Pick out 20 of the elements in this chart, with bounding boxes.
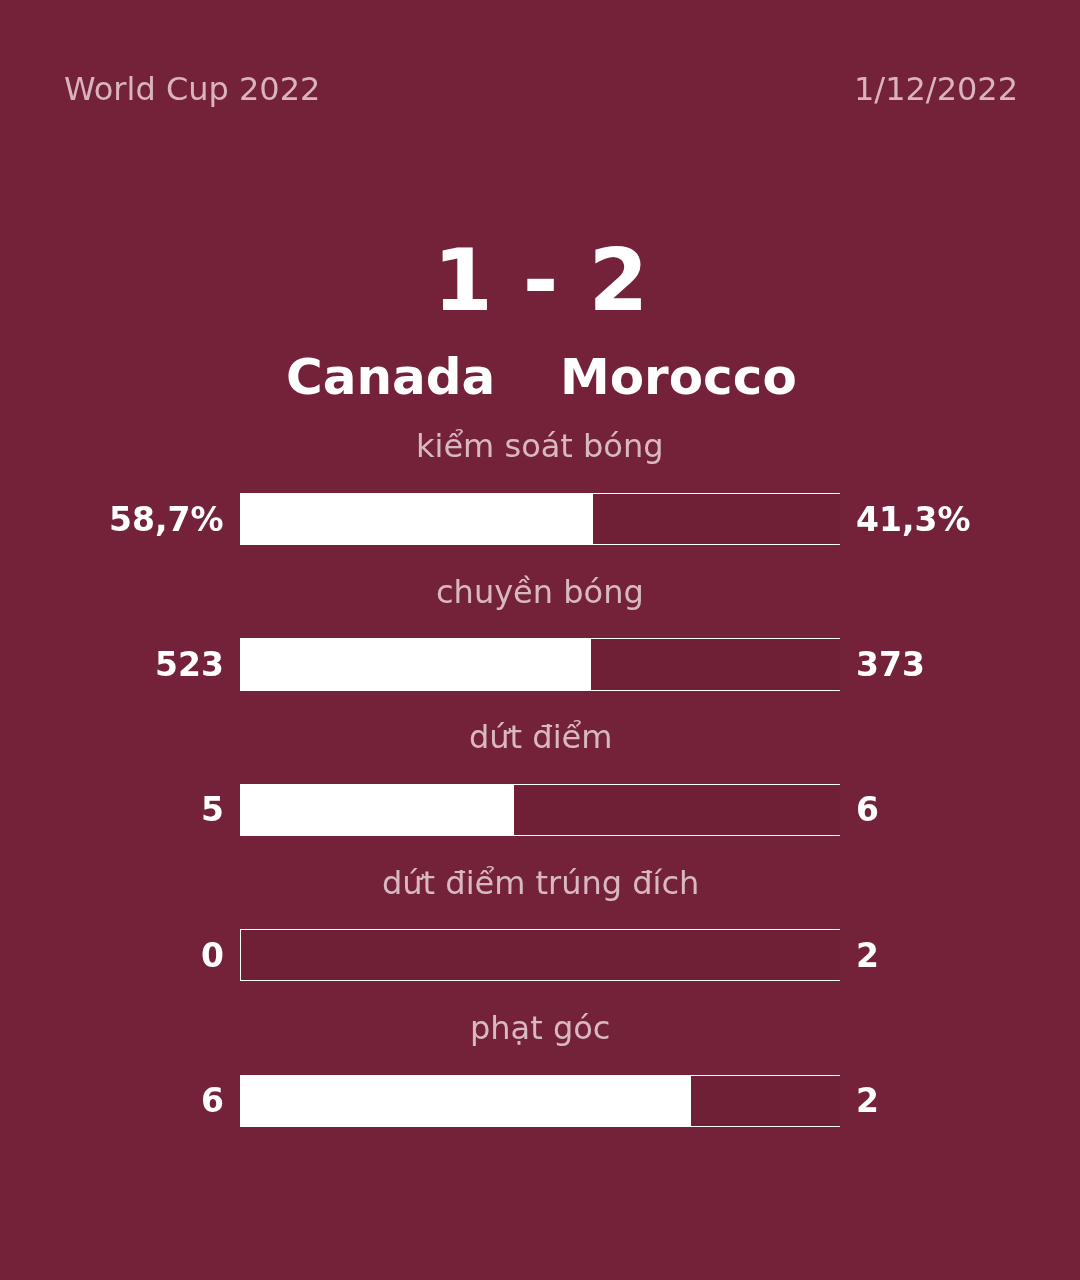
chart-title: World Cup 2022: [64, 70, 321, 108]
y-tick-label: chuyền bóng: [436, 573, 644, 611]
text: 2: [856, 936, 879, 975]
text: 1 - 2: [433, 230, 649, 330]
y-tick-label: phạt góc: [470, 1009, 611, 1047]
text: 2: [856, 1081, 879, 1120]
series-label: Morocco: [560, 348, 797, 406]
series-label: Canada: [286, 348, 496, 406]
text: 0: [201, 936, 224, 975]
y-tick-label: dứt điểm trúng đích: [382, 864, 700, 902]
text: 41,3%: [856, 500, 971, 539]
y-tick-label: kiểm soát bóng: [416, 427, 664, 465]
y-tick-label: dứt điểm: [469, 718, 613, 756]
text: 373: [856, 645, 925, 684]
text: 6: [201, 1081, 224, 1120]
text: 58,7%: [109, 500, 224, 539]
text: 523: [155, 645, 224, 684]
text: 6: [856, 790, 879, 829]
text: 1/12/2022: [854, 70, 1019, 108]
text: 5: [201, 790, 224, 829]
